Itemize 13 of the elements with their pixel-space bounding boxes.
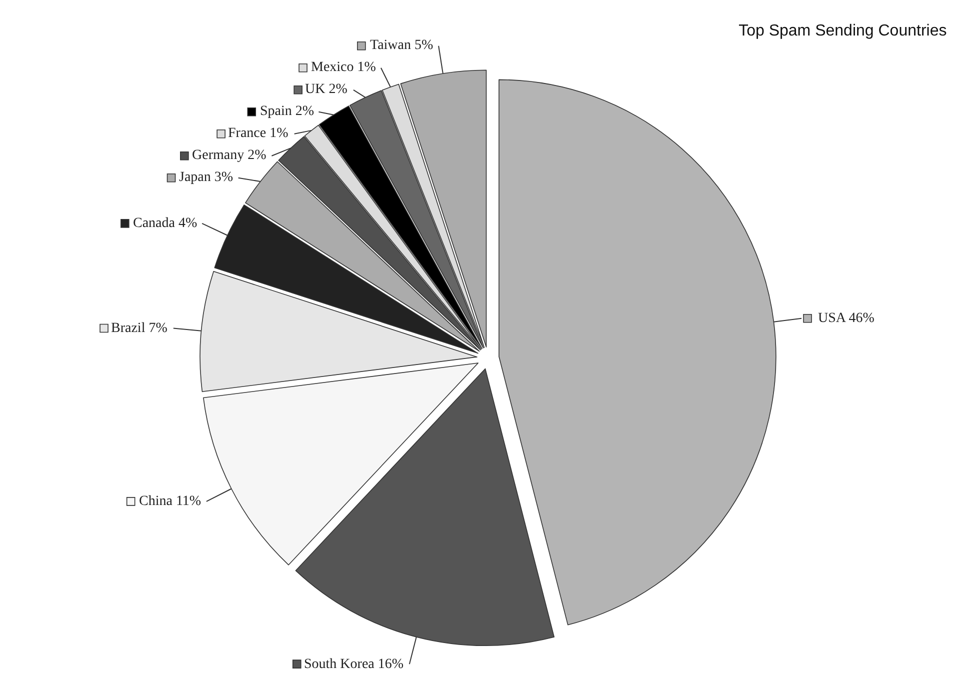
legend-label: China 11% — [139, 494, 202, 509]
chart-title: Top Spam Sending Countries — [738, 22, 947, 40]
legend-label: Taiwan 5% — [370, 38, 434, 53]
legend-label: France 1% — [228, 126, 289, 141]
legend-label: Spain 2% — [260, 104, 314, 119]
legend-label: Mexico 1% — [311, 60, 376, 75]
legend-label: South Korea 16% — [304, 657, 404, 672]
legend-label: UK 2% — [305, 82, 348, 97]
legend-label: Germany 2% — [192, 148, 267, 163]
legend-label: Japan 3% — [179, 170, 234, 185]
legend-label: Brazil 7% — [111, 321, 168, 336]
legend-label: Canada 4% — [133, 216, 198, 231]
legend-label: USA 46% — [818, 311, 875, 326]
